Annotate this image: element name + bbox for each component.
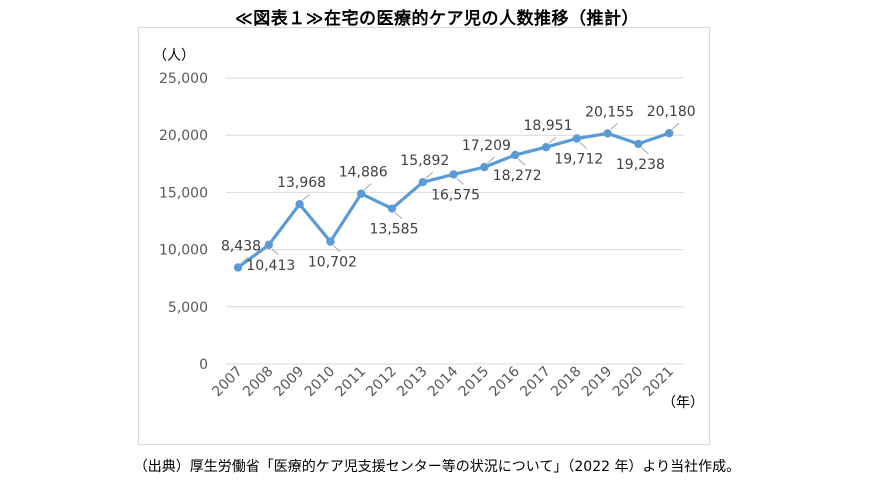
- y-tick-label: 15,000: [159, 185, 208, 201]
- data-label: 19,238: [616, 157, 665, 173]
- label-leader: [671, 122, 680, 130]
- data-labels: 8,438 10,413 13,968 10,702 14,886 13,585 15,89…: [221, 104, 696, 274]
- chart-title: ≪図表１≫在宅の医療的ケア児の人数推移（推計）: [234, 9, 640, 29]
- x-tick-label: 2011: [333, 364, 370, 401]
- data-point: [295, 200, 304, 209]
- label-leader: [302, 193, 310, 201]
- label-leader: [548, 136, 557, 144]
- x-tick-label: 2010: [302, 364, 339, 401]
- x-tick-label: 2015: [456, 364, 493, 401]
- x-tick-label: 2007: [209, 364, 246, 401]
- data-point: [603, 129, 612, 138]
- data-point: [326, 237, 335, 246]
- data-label: 18,272: [493, 168, 542, 184]
- data-point: [387, 204, 397, 213]
- data-point: [418, 177, 427, 187]
- y-axis-tick-labels: 0 5,000 10,000 15,000 20,000 25,000: [159, 71, 208, 373]
- y-tick-label: 25,000: [159, 71, 208, 87]
- x-tick-label: 2013: [394, 364, 431, 401]
- data-point: [572, 134, 581, 143]
- data-label: 10,702: [308, 255, 357, 271]
- x-tick-label: 2017: [517, 364, 554, 401]
- label-leader: [333, 245, 341, 252]
- data-point: [357, 189, 366, 198]
- label-leader: [394, 212, 403, 219]
- x-axis-label: （年）: [662, 395, 704, 411]
- data-label: 20,155: [585, 104, 634, 120]
- x-tick-label: 2008: [240, 364, 277, 401]
- y-tick-label: 5,000: [168, 300, 208, 316]
- label-leader: [487, 156, 495, 164]
- data-point: [233, 263, 243, 272]
- label-leader: [517, 158, 526, 166]
- x-tick-label: 2019: [579, 364, 616, 401]
- data-label: 13,585: [370, 222, 419, 238]
- label-leader: [456, 178, 464, 185]
- x-tick-label: 2009: [271, 364, 308, 401]
- data-label: 17,209: [462, 138, 511, 154]
- y-tick-label: 20,000: [159, 128, 208, 144]
- data-label: 13,968: [277, 175, 326, 191]
- x-tick-label: 2018: [548, 364, 585, 401]
- x-tick-label: 2016: [487, 363, 524, 400]
- data-point: [665, 128, 674, 138]
- series: [233, 128, 674, 272]
- label-leader: [610, 123, 618, 130]
- label-leader: [641, 147, 649, 155]
- data-point: [541, 143, 551, 152]
- label-leader: [363, 183, 372, 191]
- source-note: （出典）厚生労働省「医療的ケア児支援センター等の状況について」（2022 年）よ…: [133, 459, 741, 475]
- data-label: 15,892: [400, 153, 449, 169]
- label-leader-lines: [240, 122, 680, 264]
- x-tick-label: 2020: [610, 364, 647, 401]
- y-axis-label: （人）: [153, 48, 195, 64]
- data-label: 8,438: [221, 238, 261, 254]
- gridlines: [226, 77, 684, 365]
- label-leader: [425, 171, 434, 179]
- x-axis-tick-labels: 2007200820092010201120122013201420152016…: [209, 363, 677, 400]
- x-tick-label: 2012: [363, 364, 400, 401]
- data-label: 14,886: [339, 165, 388, 181]
- data-label: 20,180: [647, 104, 696, 120]
- x-tick-label: 2014: [425, 363, 462, 400]
- label-leader: [271, 248, 280, 256]
- data-point: [264, 240, 273, 250]
- data-label: 18,951: [524, 118, 573, 134]
- chart-frame: [138, 27, 710, 445]
- data-point: [634, 139, 643, 149]
- y-tick-label: 0: [199, 357, 208, 373]
- data-label: 19,712: [554, 151, 603, 167]
- data-label: 16,575: [431, 187, 480, 203]
- label-leader: [240, 257, 249, 264]
- y-tick-label: 10,000: [159, 243, 208, 259]
- label-leader: [579, 142, 588, 149]
- data-label: 10,413: [246, 258, 295, 274]
- data-point: [511, 150, 520, 160]
- data-point: [449, 170, 458, 179]
- data-point: [480, 162, 489, 172]
